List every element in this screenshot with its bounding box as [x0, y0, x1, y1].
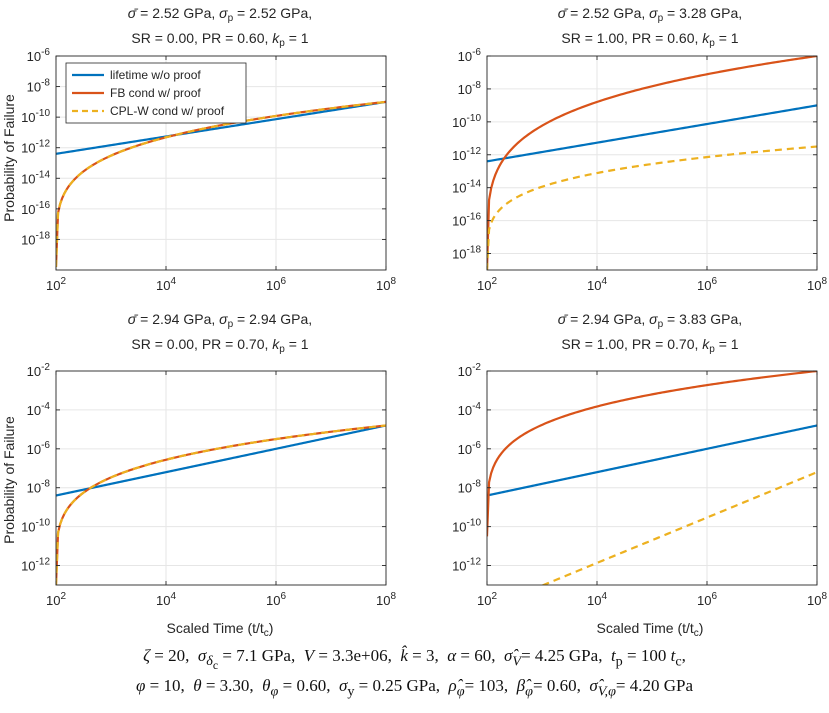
- axes-box: [55, 370, 387, 586]
- y-axis-label-bottom: Probability of Failure: [1, 416, 17, 544]
- plot-area: [56, 371, 386, 585]
- plot-panel-2: 102 104 106 108 10-18 10-16 10-14 10-12 10-10 10-…: [452, 47, 827, 293]
- series-lifetime-w-o-proof: [56, 100, 386, 155]
- panel-1-title: σ̄ = 2.52 GPa, σp = 2.52 GPa, SR = 0.00,…: [128, 5, 312, 49]
- svg-text:SR = 1.00, PR = 0.60, kp = 1: SR = 1.00, PR = 0.60, kp = 1: [561, 30, 738, 49]
- legend-label-cpl: CPL-W cond w/ proof: [110, 104, 225, 118]
- x-tick-label: 106: [697, 591, 717, 608]
- series-lifetime-w-o-proof: [487, 104, 817, 163]
- y-tick-label: 10-6: [27, 47, 51, 64]
- y-tick-label: 10-6: [458, 47, 482, 64]
- parameters-line-1: ζ = 20, σδc = 7.1 GPa, V = 3.3e+06, k̂ =…: [143, 646, 686, 673]
- x-axis-label-right: Scaled Time (t/tc): [597, 620, 704, 639]
- series-group: [56, 100, 386, 267]
- axes-box: [486, 55, 818, 271]
- axes-box: [486, 370, 818, 586]
- x-tick-label: 106: [266, 276, 286, 293]
- x-tick-label: 104: [156, 591, 176, 608]
- y-tick-label: 10-8: [27, 78, 51, 95]
- y-tick-label: 10-18: [21, 230, 50, 247]
- series-lifetime-w-o-proof: [56, 424, 386, 497]
- panel-4-title: σ̄ = 2.94 GPa, σp = 3.83 GPa, SR = 1.00,…: [558, 311, 742, 355]
- x-tick-label: 102: [46, 276, 66, 293]
- y-tick-label: 10-12: [452, 146, 481, 163]
- y-tick-label: 10-4: [27, 401, 51, 418]
- x-tick-label: 106: [697, 276, 717, 293]
- plot-panel-4: 102 104 106 108 10-12 10-10 10-8 10-6 10-4 10-2: [452, 362, 827, 608]
- plot-panel-3: 102 104 106 108 10-12 10-10 10-8 10-6 10-4 10-2: [21, 362, 396, 608]
- y-tick-label: 10-10: [452, 518, 481, 535]
- series-group: [56, 424, 386, 585]
- y-tick-label: 10-2: [458, 362, 482, 379]
- y-tick-label: 10-6: [458, 440, 482, 457]
- x-tick-label: 108: [376, 591, 396, 608]
- axes-box: [55, 55, 387, 271]
- panel-2-title: σ̄ = 2.52 GPa, σp = 3.28 GPa, SR = 1.00,…: [558, 5, 742, 49]
- legend: lifetime w/o proof FB cond w/ proof CPL-…: [65, 62, 247, 124]
- x-tick-label: 108: [807, 591, 827, 608]
- series-fb-cond-w-proof: [487, 371, 817, 537]
- x-tick-label: 104: [156, 276, 176, 293]
- y-axis-label-top: Probability of Failure: [1, 94, 17, 222]
- y-tick-label: 10-10: [21, 108, 50, 125]
- svg-text:SR = 0.00, PR = 0.70, kp = 1: SR = 0.00, PR = 0.70, kp = 1: [131, 336, 308, 355]
- series-cpl-w-cond-w-proof: [56, 100, 386, 267]
- svg-text:σ̄ = 2.52 GPa, σp = 2.52 GPa,: σ̄ = 2.52 GPa, σp = 2.52 GPa,: [128, 5, 312, 24]
- svg-text:SR = 0.00, PR = 0.60, kp = 1: SR = 0.00, PR = 0.60, kp = 1: [131, 30, 308, 49]
- series-fb-cond-w-proof: [487, 56, 817, 270]
- series-cpl-w-cond-w-proof: [56, 424, 386, 585]
- y-tick-label: 10-8: [458, 80, 482, 97]
- x-tick-label: 102: [46, 591, 66, 608]
- y-tick-label: 10-18: [452, 245, 481, 262]
- y-tick-label: 10-10: [21, 518, 50, 535]
- series-lifetime-w-o-proof: [487, 424, 817, 497]
- x-tick-label: 108: [376, 276, 396, 293]
- y-tick-label: 10-12: [21, 139, 50, 156]
- series-group: [487, 371, 817, 585]
- y-tick-label: 10-2: [27, 362, 51, 379]
- y-tick-label: 10-16: [452, 212, 481, 229]
- y-tick-label: 10-8: [27, 479, 51, 496]
- panel-3-title: σ̄ = 2.94 GPa, σp = 2.94 GPa, SR = 0.00,…: [128, 311, 312, 355]
- parameters-line-2: φ = 10, θ = 3.30, θφ = 0.60, σy = 0.25 G…: [135, 676, 694, 700]
- x-tick-label: 108: [807, 276, 827, 293]
- x-axis-label-left: Scaled Time (t/tc): [167, 620, 274, 639]
- y-tick-label: 10-16: [21, 200, 50, 217]
- y-tick-label: 10-6: [27, 440, 51, 457]
- y-tick-label: 10-14: [452, 179, 481, 196]
- x-tick-label: 102: [477, 591, 497, 608]
- plots: 102 104 106 108 10-18 10-16 10-14 10-12 10-10 10-…: [21, 47, 827, 608]
- legend-label-lifetime: lifetime w/o proof: [110, 68, 201, 82]
- svg-text:σ̄ = 2.94 GPa, σp = 2.94 GPa,: σ̄ = 2.94 GPa, σp = 2.94 GPa,: [128, 311, 312, 330]
- plot-area: [487, 371, 817, 585]
- y-tick-label: 10-12: [452, 557, 481, 574]
- svg-text:σ̄ = 2.52 GPa, σp = 3.28 GPa,: σ̄ = 2.52 GPa, σp = 3.28 GPa,: [558, 5, 742, 24]
- y-tick-label: 10-12: [21, 557, 50, 574]
- svg-text:SR = 1.00, PR = 0.70, kp = 1: SR = 1.00, PR = 0.70, kp = 1: [561, 336, 738, 355]
- x-tick-label: 106: [266, 591, 286, 608]
- series-cpl-w-cond-w-proof: [487, 145, 817, 270]
- legend-label-fb: FB cond w/ proof: [110, 86, 201, 100]
- y-tick-label: 10-14: [21, 169, 50, 186]
- x-tick-label: 104: [587, 276, 607, 293]
- y-tick-label: 10-4: [458, 401, 482, 418]
- x-tick-label: 104: [587, 591, 607, 608]
- svg-text:σ̄ = 2.94 GPa, σp = 3.83 GPa,: σ̄ = 2.94 GPa, σp = 3.83 GPa,: [558, 311, 742, 330]
- y-tick-label: 10-10: [452, 113, 481, 130]
- series-group: [487, 56, 817, 270]
- y-tick-label: 10-8: [458, 479, 482, 496]
- plot-area: [487, 56, 817, 270]
- x-tick-label: 102: [477, 276, 497, 293]
